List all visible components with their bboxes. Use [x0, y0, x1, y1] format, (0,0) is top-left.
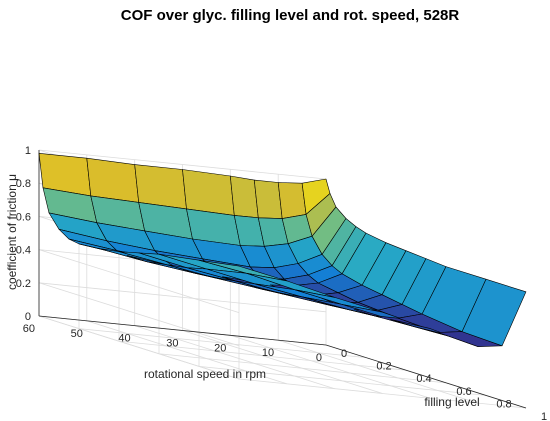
- y-axis-label: rotational speed in rpm: [144, 367, 266, 381]
- axis-ticks: 00.20.40.60.81010203040506000.20.40.60.8…: [16, 145, 547, 421]
- y-tick-label: 40: [118, 333, 130, 345]
- z-axis-label: coefficient of friction μ: [5, 174, 19, 290]
- y-axis-line: [38, 315, 327, 346]
- y-tick-label: 10: [262, 347, 274, 359]
- y-tick-label: 50: [71, 328, 83, 340]
- surface-plot: [38, 153, 527, 348]
- surface-patch: [182, 169, 235, 216]
- surface-patch: [134, 164, 187, 210]
- surface-patch: [277, 182, 307, 219]
- y-tick-label: 60: [23, 323, 35, 335]
- z-tick-label: 0.2: [16, 278, 31, 290]
- x-tick-label: 0: [341, 348, 347, 360]
- y-tick-label: 0: [316, 352, 322, 364]
- x-axis-label: filling level: [424, 395, 479, 409]
- z-tick-label: 0: [25, 311, 31, 323]
- surface-patch: [230, 175, 259, 219]
- z-tick-label: 0.8: [16, 178, 31, 190]
- surface-patch: [86, 157, 139, 203]
- chart-title: COF over glyc. filling level and rot. sp…: [121, 7, 460, 24]
- z-tick-label: 0.6: [16, 211, 31, 223]
- y-tick-label: 20: [214, 342, 226, 354]
- surface-patch: [254, 179, 283, 219]
- x-tick-label: 0.6: [456, 386, 471, 398]
- x-tick-label: 0.2: [376, 361, 391, 373]
- x-tick-label: 0.4: [416, 373, 431, 385]
- x-axis-line: [325, 344, 527, 409]
- surface-patch: [461, 278, 527, 347]
- z-tick-label: 1: [25, 145, 31, 157]
- x-tick-label: 1: [541, 411, 547, 421]
- z-tick-label: 0.4: [16, 245, 31, 257]
- y-tick-label: 30: [166, 338, 178, 350]
- x-tick-label: 0.8: [496, 398, 511, 410]
